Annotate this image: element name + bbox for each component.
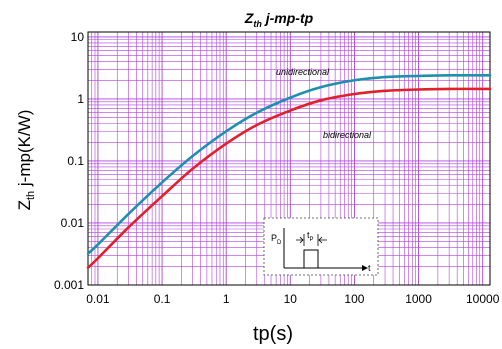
title-sub: th xyxy=(253,19,262,29)
x-tick-label: 100 xyxy=(344,292,364,306)
ylabel-rest: j-mp(K/W) xyxy=(15,110,34,191)
series-line-bidirectional xyxy=(86,87,492,270)
inset-t-label: t xyxy=(368,263,371,273)
svg-text:PD: PD xyxy=(271,233,282,246)
y-tick-label: 10 xyxy=(71,30,85,44)
svg-text:tP: tP xyxy=(307,230,314,243)
x-tick-label: 10000 xyxy=(466,292,500,306)
label-unidirectional: unidirectional xyxy=(276,67,330,77)
x-tick-label: 0.1 xyxy=(154,292,171,306)
x-tick-labels: 0.01 0.1 1 10 100 1000 10000 xyxy=(86,292,499,306)
inset-pd-label: P xyxy=(271,233,277,243)
x-axis-label: tp(s) xyxy=(253,323,293,345)
svg-text:Zth j-mp-tp: Zth j-mp-tp xyxy=(244,10,314,29)
chart-title: Zth j-mp-tp xyxy=(244,10,314,29)
title-main: Z xyxy=(244,10,254,26)
series xyxy=(86,74,492,270)
title-rest: j-mp-tp xyxy=(262,10,314,26)
inset-t-arrow xyxy=(362,265,368,271)
ylabel-main: Z xyxy=(15,200,34,210)
y-tick-label: 1 xyxy=(77,92,84,106)
ylabel-sub: th xyxy=(25,191,37,200)
y-tick-labels: 0.001 0.01 0.1 1 10 xyxy=(54,30,84,292)
inset-border xyxy=(263,217,379,276)
inset-tp-arrow-left xyxy=(296,236,304,244)
inset-tp-sub: P xyxy=(310,237,314,243)
plot-frame xyxy=(87,31,491,286)
x-tick-label: 10 xyxy=(284,292,298,306)
y-tick-label: 0.01 xyxy=(61,216,85,230)
x-tick-label: 0.01 xyxy=(86,292,110,306)
inset-pd-sub: D xyxy=(277,240,282,246)
y-tick-label: 0.001 xyxy=(54,278,84,292)
svg-text:Zth j-mp(K/W): Zth j-mp(K/W) xyxy=(15,110,37,211)
x-tick-label: 1000 xyxy=(405,292,432,306)
pulse-inset: PD tP t xyxy=(263,217,379,276)
inset-tp-arrow-right xyxy=(318,236,327,244)
x-tick-label: 1 xyxy=(223,292,230,306)
inset-pulse xyxy=(294,249,319,269)
y-axis-label: Zth j-mp(K/W) xyxy=(15,110,37,211)
inset-tp-label: t xyxy=(307,230,310,240)
series-line-unidirectional xyxy=(86,74,492,255)
y-tick-label: 0.1 xyxy=(67,154,84,168)
label-bidirectional: bidirectional xyxy=(323,130,372,140)
